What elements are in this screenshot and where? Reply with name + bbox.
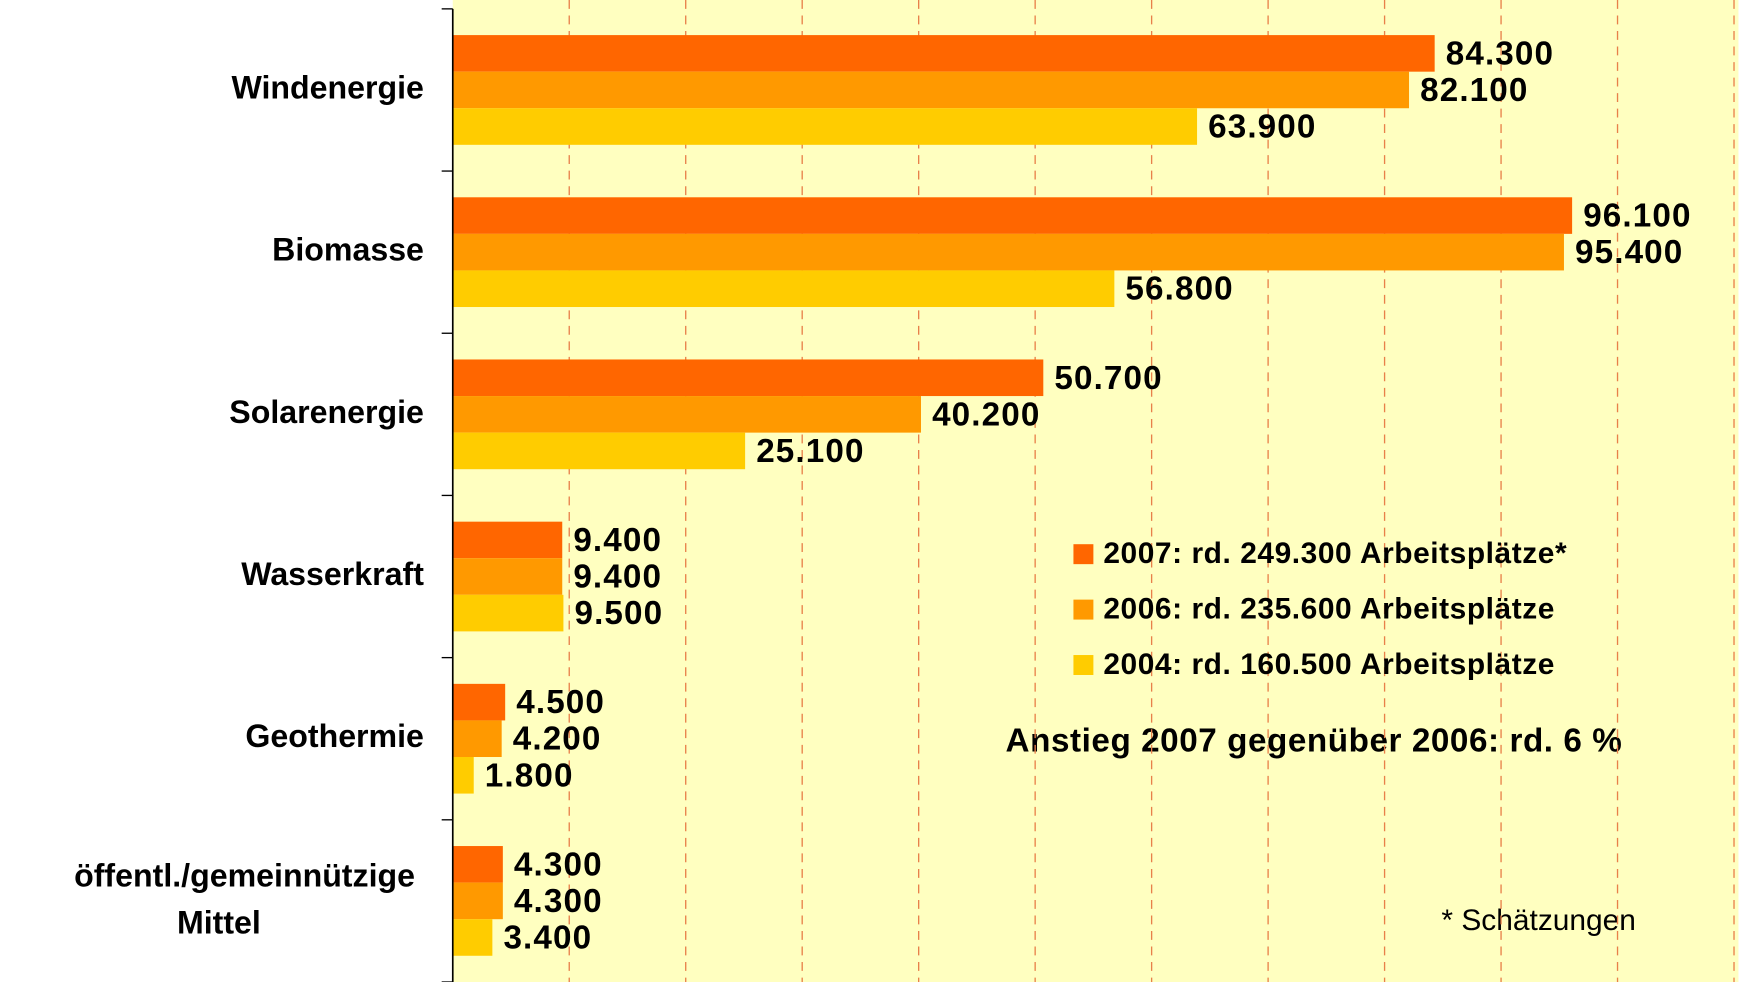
legend-label: 2004: rd. 160.500 Arbeitsplätze <box>1103 648 1555 681</box>
y-tick-label: Geothermie <box>245 718 424 754</box>
bar <box>452 359 1044 397</box>
value-label: 63.900 <box>1208 109 1316 146</box>
bar <box>452 197 1573 234</box>
label-line: Mittel <box>177 905 261 941</box>
label-line: öffentl./gemeinnützige <box>74 858 424 894</box>
y-tick-label: Solarenergie <box>229 394 424 430</box>
bar <box>452 846 503 883</box>
value-label: 25.100 <box>756 433 864 470</box>
bar <box>452 757 474 794</box>
y-tick-label: Windenergie <box>231 69 423 105</box>
legend-swatch <box>1073 544 1094 565</box>
bar <box>452 919 493 956</box>
bar <box>452 720 502 758</box>
value-label: 9.500 <box>574 595 663 632</box>
bar <box>452 270 1115 308</box>
value-label: 96.100 <box>1583 198 1691 235</box>
annotation: Anstieg 2007 gegenüber 2006: rd. 6 % <box>1006 722 1623 759</box>
bar <box>452 432 746 470</box>
bar <box>452 71 1410 109</box>
value-label: 84.300 <box>1446 35 1554 72</box>
bar <box>452 882 503 920</box>
bar <box>452 35 1435 72</box>
legend-label: 2007: rd. 249.300 Arbeitsplätze* <box>1103 537 1567 570</box>
value-label: 4.300 <box>514 846 603 883</box>
legend-swatch <box>1073 599 1094 620</box>
value-label: 9.400 <box>573 522 662 559</box>
bar <box>452 396 922 433</box>
bar <box>452 521 563 559</box>
legend-swatch <box>1073 655 1094 675</box>
bar <box>452 233 1564 271</box>
plot-background <box>452 0 1739 982</box>
bar <box>452 558 563 595</box>
y-tick-label: öffentl./gemeinnützige Mittel <box>74 858 424 941</box>
value-label: 40.200 <box>932 396 1040 433</box>
y-tick-label: Wasserkraft <box>241 556 424 592</box>
value-label: 4.500 <box>516 684 605 721</box>
value-label: 4.300 <box>514 883 603 920</box>
value-label: 50.700 <box>1054 360 1162 397</box>
bar <box>452 594 564 632</box>
bar <box>452 683 506 721</box>
legend-label: 2006: rd. 235.600 Arbeitsplätze <box>1103 593 1555 626</box>
value-label: 56.800 <box>1125 271 1233 308</box>
value-label: 3.400 <box>503 919 592 956</box>
footnote: * Schätzungen <box>1441 904 1636 937</box>
value-label: 82.100 <box>1420 72 1528 109</box>
bar <box>452 108 1198 145</box>
value-label: 95.400 <box>1575 234 1683 271</box>
value-label: 9.400 <box>573 559 662 596</box>
y-tick-label: Biomasse <box>272 232 424 268</box>
value-label: 1.800 <box>485 757 574 794</box>
value-label: 4.200 <box>513 721 602 758</box>
